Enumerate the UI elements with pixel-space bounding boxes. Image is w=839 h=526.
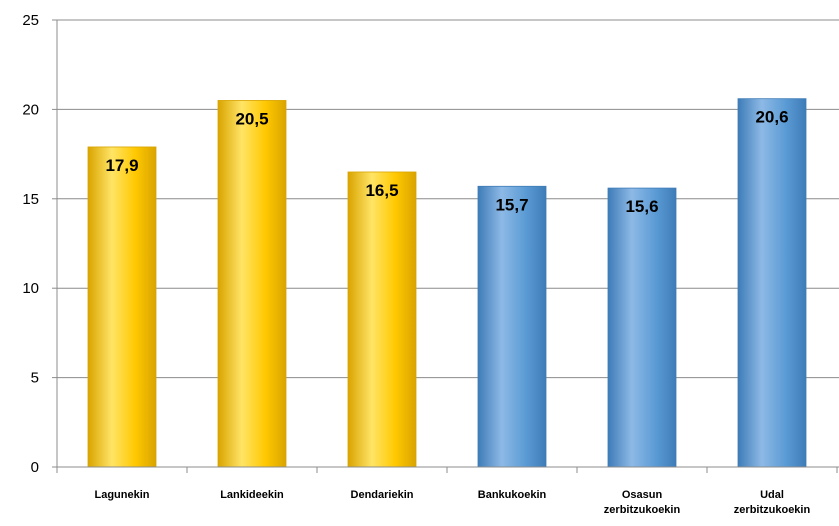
y-tick-label: 0 <box>31 459 39 476</box>
bar <box>607 187 677 468</box>
x-tick-label: Osasun <box>622 489 663 501</box>
data-label: 17,9 <box>105 156 138 175</box>
x-tick-label: Bankukoekin <box>478 489 547 501</box>
bars <box>87 98 807 468</box>
data-labels: 17,9 20,5 16,5 15,7 15,6 20,6 <box>105 108 788 216</box>
x-tick-label: Lankideekin <box>220 489 284 501</box>
bar <box>477 185 547 468</box>
data-label: 16,5 <box>365 181 398 200</box>
gridlines <box>57 19 839 379</box>
y-tick-label: 10 <box>22 280 39 297</box>
data-label: 15,7 <box>495 195 528 214</box>
bar <box>87 146 157 468</box>
axes: 0 5 10 15 20 25 Lagunekin Lankideekin Dendarieki… <box>22 12 839 516</box>
y-tick-label: 20 <box>22 101 39 118</box>
x-tick-label: Udal <box>760 489 784 501</box>
bar <box>347 171 417 468</box>
data-label: 20,5 <box>235 109 268 128</box>
bar <box>217 100 287 468</box>
bar <box>737 98 807 468</box>
x-tick-label: zerbitzukoekin <box>604 504 681 516</box>
y-tick-label: 15 <box>22 191 39 208</box>
x-tick-label: Lagunekin <box>94 489 149 501</box>
x-tick-label: zerbitzukoekin <box>734 504 811 516</box>
data-label: 15,6 <box>625 197 658 216</box>
data-label: 20,6 <box>755 108 788 127</box>
y-tick-label: 5 <box>31 370 39 387</box>
y-tick-label: 25 <box>22 12 39 29</box>
x-tick-label: Dendariekin <box>351 489 414 501</box>
